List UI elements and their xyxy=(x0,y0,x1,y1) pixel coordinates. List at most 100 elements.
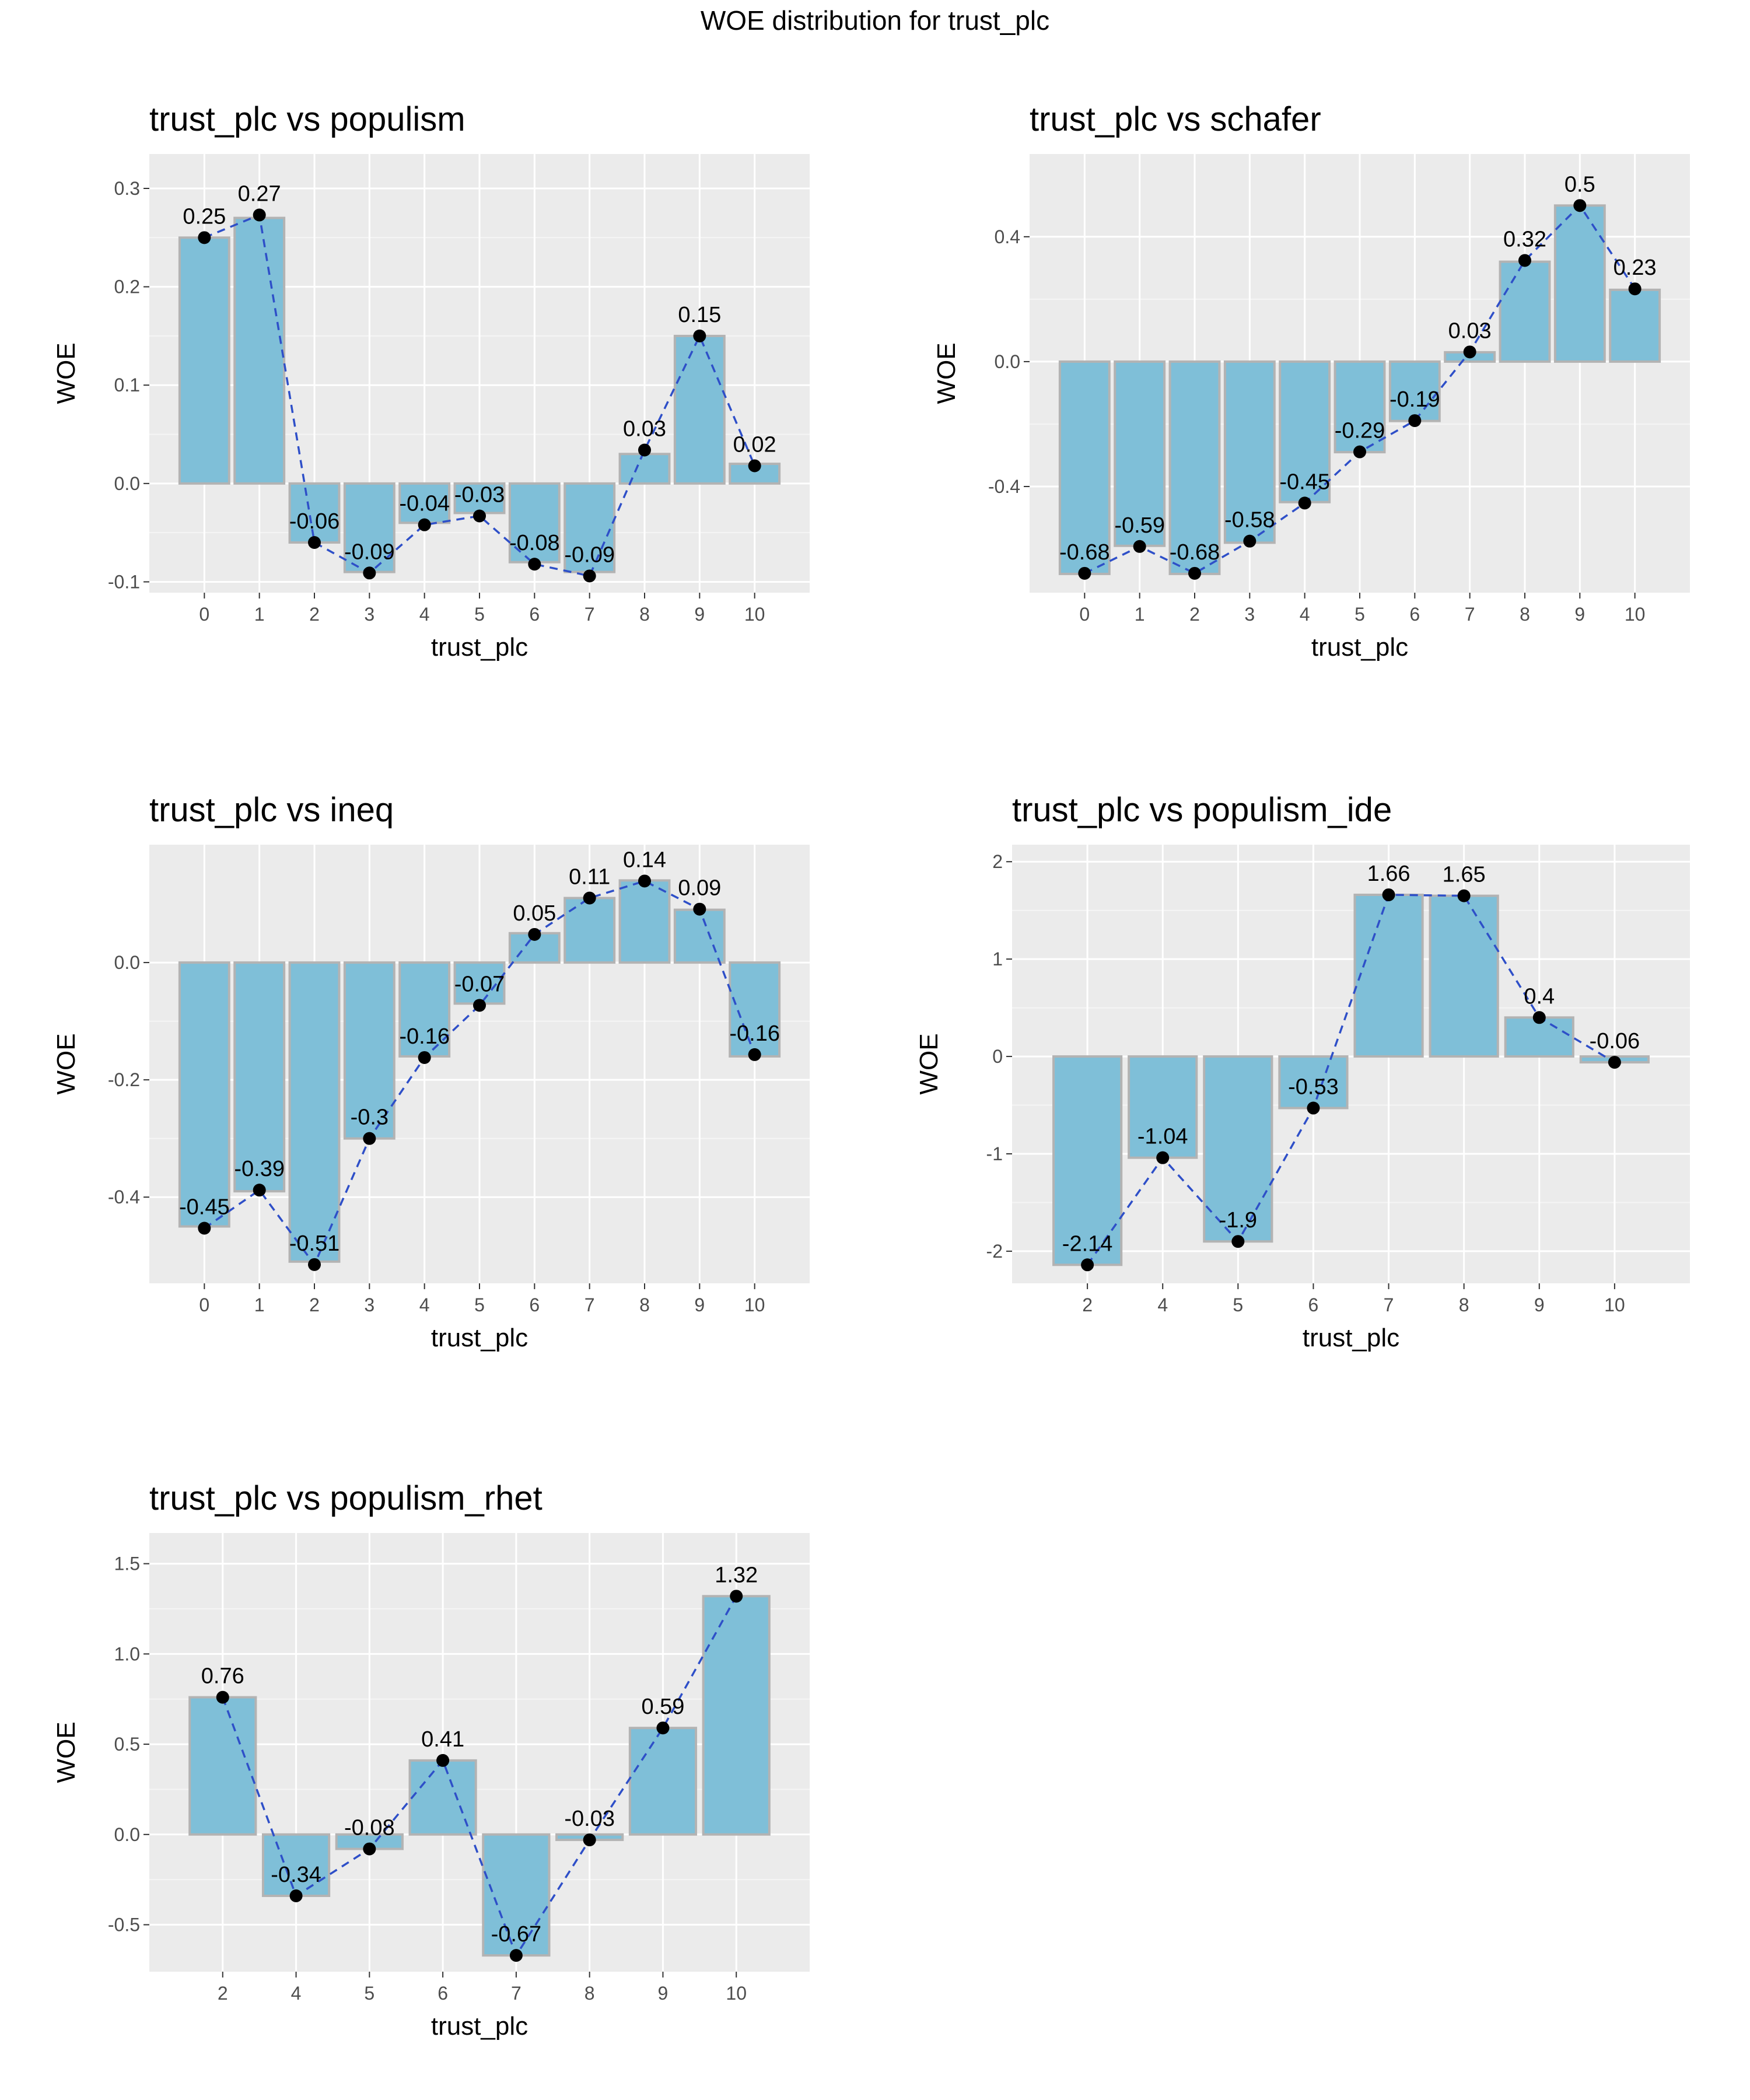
data-label: -0.29 xyxy=(1335,419,1385,443)
y-tick-label: 0.0 xyxy=(995,351,1020,372)
x-tick-label: 5 xyxy=(364,1983,374,2004)
data-label: -0.34 xyxy=(271,1863,321,1887)
data-label: -0.03 xyxy=(454,482,505,507)
bar xyxy=(398,482,451,524)
data-point xyxy=(730,1590,743,1603)
x-tick-label: 8 xyxy=(639,604,650,625)
data-label: -0.06 xyxy=(1590,1029,1640,1054)
bar xyxy=(233,961,286,1193)
data-point xyxy=(1298,496,1311,510)
data-label: -0.68 xyxy=(1170,540,1220,565)
data-point xyxy=(253,1184,266,1197)
y-tick-label: 0.1 xyxy=(114,374,140,396)
panel-populism: -0.1 0.0 0.1 0.2 0.3 0 1 2 3 4 5 6 7 8 9 10 0.25 0.27 -0.0… xyxy=(52,100,810,662)
bar xyxy=(1203,1055,1273,1243)
x-tick-label: 3 xyxy=(1244,604,1255,625)
y-tick-label: -1 xyxy=(986,1143,1003,1164)
data-point xyxy=(473,999,486,1012)
data-label: 0.4 xyxy=(1524,984,1555,1009)
data-label: -0.04 xyxy=(399,492,450,516)
x-tick-label: 1 xyxy=(254,1294,265,1315)
data-label: -1.9 xyxy=(1219,1208,1257,1233)
data-point xyxy=(1382,888,1395,901)
data-point xyxy=(1243,534,1256,548)
x-axis-title: trust_plc xyxy=(1311,633,1408,662)
bar xyxy=(188,1696,257,1836)
data-point xyxy=(363,566,376,580)
x-tick-label: 3 xyxy=(364,604,374,625)
data-point xyxy=(1081,1258,1094,1272)
data-label: 0.03 xyxy=(623,417,666,442)
data-point xyxy=(289,1889,303,1903)
bar xyxy=(628,1727,698,1836)
bar xyxy=(673,334,726,485)
data-label: -0.16 xyxy=(729,1021,780,1046)
data-label: -0.09 xyxy=(564,542,615,567)
x-tick-label: 2 xyxy=(1082,1294,1093,1315)
data-point xyxy=(363,1132,376,1145)
x-tick-label: 5 xyxy=(474,604,485,625)
data-point xyxy=(1518,254,1531,267)
x-tick-label: 6 xyxy=(529,604,540,625)
bar xyxy=(729,961,781,1058)
data-point xyxy=(748,1048,761,1061)
data-label: -0.08 xyxy=(344,1816,395,1840)
data-label: 0.25 xyxy=(183,204,226,229)
x-tick-label: 8 xyxy=(639,1294,650,1315)
woe-trend-line xyxy=(222,1595,737,1958)
bar xyxy=(1052,1055,1123,1266)
bar xyxy=(1553,204,1606,363)
x-tick-label: 4 xyxy=(1157,1294,1168,1315)
data-point xyxy=(693,329,706,342)
data-label: -0.07 xyxy=(454,972,505,996)
x-tick-label: 1 xyxy=(254,604,265,625)
data-point xyxy=(1408,414,1422,428)
data-label: 0.76 xyxy=(201,1664,244,1689)
data-point xyxy=(509,1949,523,1962)
data-point xyxy=(638,443,651,457)
data-label: 0.14 xyxy=(623,848,666,872)
bar xyxy=(178,961,230,1228)
x-tick-label: 9 xyxy=(694,604,705,625)
x-tick-label: 6 xyxy=(1409,604,1420,625)
x-axis-title: trust_plc xyxy=(431,1324,528,1352)
data-label: -0.03 xyxy=(564,1807,615,1831)
data-point xyxy=(583,569,596,583)
x-tick-label: 4 xyxy=(419,1294,430,1315)
data-point xyxy=(1628,282,1642,296)
bar xyxy=(564,897,616,964)
data-label: 0.59 xyxy=(641,1695,684,1719)
data-point xyxy=(436,1754,450,1767)
y-axis-title: WOE xyxy=(52,1033,80,1094)
data-point xyxy=(583,1833,596,1847)
bar xyxy=(1223,360,1276,544)
y-tick-label: 0.4 xyxy=(995,226,1020,247)
data-label: 0.23 xyxy=(1614,256,1657,280)
y-tick-label: 1 xyxy=(992,949,1003,970)
data-point xyxy=(1608,1056,1621,1069)
x-tick-label: 7 xyxy=(511,1983,522,2004)
x-tick-label: 8 xyxy=(1459,1294,1469,1315)
data-label: 0.05 xyxy=(513,901,556,926)
y-tick-label: -0.4 xyxy=(988,476,1020,497)
y-tick-label: 1.5 xyxy=(114,1553,140,1574)
data-point xyxy=(583,891,596,905)
y-tick-label: -0.2 xyxy=(108,1069,140,1090)
data-point xyxy=(528,558,541,571)
x-tick-label: 2 xyxy=(218,1983,228,2004)
data-label: -0.16 xyxy=(399,1024,450,1049)
data-label: 1.66 xyxy=(1367,862,1410,886)
bar xyxy=(1504,1016,1574,1058)
x-tick-label: 0 xyxy=(1079,604,1090,625)
x-tick-label: 6 xyxy=(438,1983,448,2004)
x-tick-label: 0 xyxy=(199,1294,209,1315)
data-label: -0.19 xyxy=(1390,387,1440,412)
x-tick-label: 7 xyxy=(584,604,595,625)
bar xyxy=(1168,360,1221,575)
data-label: -0.08 xyxy=(509,531,560,555)
data-point xyxy=(1156,1151,1170,1164)
woe-trend-line xyxy=(204,214,756,578)
x-tick-label: 8 xyxy=(584,1983,595,2004)
data-point xyxy=(1307,1101,1320,1115)
